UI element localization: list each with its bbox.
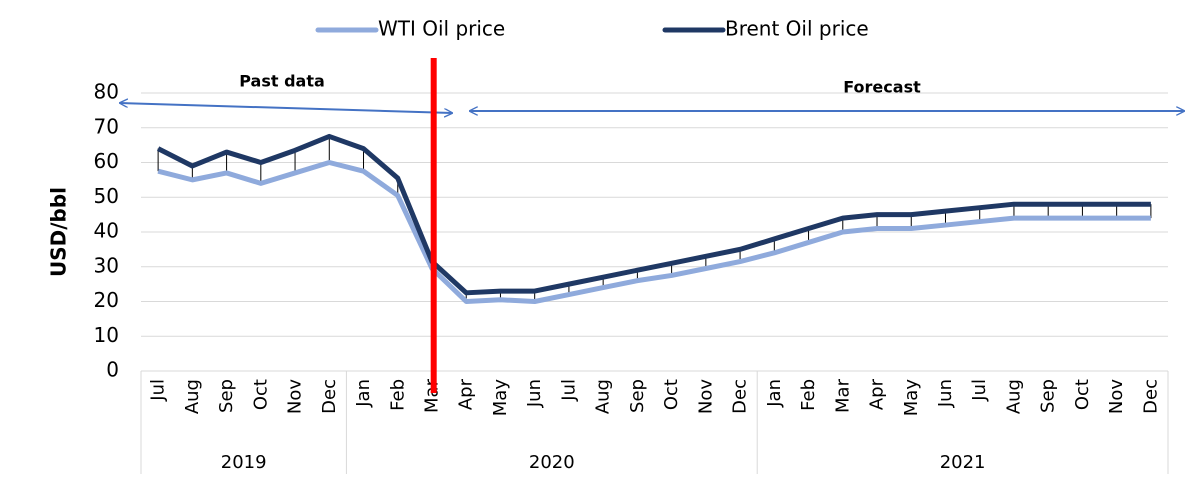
x-tick-label: Jul — [558, 379, 579, 402]
x-tick-label: Jun — [524, 379, 545, 408]
group-label: 2020 — [529, 452, 575, 473]
series-line — [156, 133, 1151, 296]
group-label: 2021 — [940, 452, 986, 473]
x-tick-label: Aug — [182, 379, 203, 414]
y-tick-label: 60 — [94, 149, 119, 173]
x-tick-label: Apr — [867, 378, 888, 410]
annotation: Forecast — [843, 78, 921, 97]
y-tick-label: 50 — [94, 184, 119, 208]
x-tick-label: Mar — [832, 378, 853, 413]
arrow — [120, 103, 452, 113]
x-tick-label: May — [901, 379, 922, 417]
x-tick-label: Dec — [1140, 379, 1161, 414]
x-tick-label: Jul — [969, 379, 990, 402]
legend-label: WTI Oil price — [378, 17, 505, 41]
x-tick-label: Sep — [627, 379, 648, 413]
x-tick-label: Feb — [387, 379, 408, 411]
annotation: Past data — [239, 72, 325, 91]
x-tick-label: Jan — [764, 379, 785, 408]
legend-label: Brent Oil price — [725, 17, 869, 41]
x-tick-label: Oct — [1072, 379, 1093, 410]
x-tick-label: Apr — [456, 378, 477, 410]
y-tick-label: 70 — [94, 114, 119, 138]
x-tick-label: Feb — [798, 379, 819, 411]
x-tick-label: Nov — [285, 379, 306, 414]
y-tick-label: 40 — [94, 219, 119, 243]
x-tick-label: Sep — [1038, 379, 1059, 413]
y-axis-label: USD/bbl — [47, 187, 71, 277]
x-tick-label: Nov — [1106, 379, 1127, 414]
x-tick-label: Nov — [695, 379, 716, 414]
series-line — [157, 160, 1151, 304]
y-tick-label: 20 — [94, 288, 119, 312]
x-tick-label: Aug — [1003, 379, 1024, 414]
x-tick-label: Dec — [730, 379, 751, 414]
x-tick-label: Jan — [353, 379, 374, 408]
group-label: 2019 — [221, 452, 267, 473]
x-tick-label: Sep — [216, 379, 237, 413]
y-tick-label: 0 — [106, 358, 119, 382]
x-tick-label: Oct — [661, 379, 682, 410]
x-tick-label: Aug — [593, 379, 614, 414]
x-tick-label: Mar — [421, 378, 442, 413]
y-tick-label: 80 — [94, 80, 119, 104]
x-tick-label: Oct — [250, 379, 271, 410]
x-tick-label: May — [490, 379, 511, 417]
x-tick-label: Jun — [935, 379, 956, 408]
x-tick-label: Dec — [319, 379, 340, 414]
x-tick-label: Jul — [148, 379, 169, 402]
y-tick-label: 10 — [94, 323, 119, 347]
y-tick-label: 30 — [94, 253, 119, 277]
